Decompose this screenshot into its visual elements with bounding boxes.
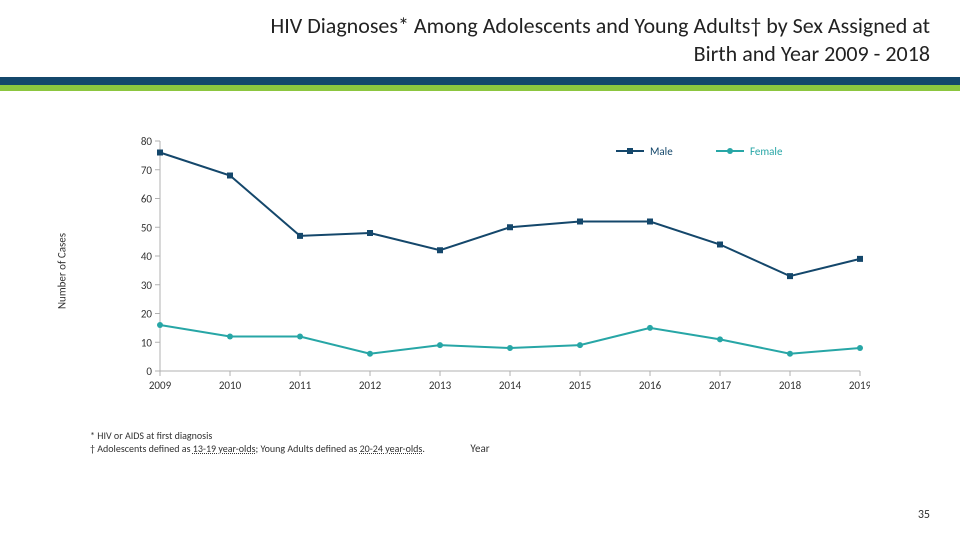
footnote-2e: . <box>422 442 425 455</box>
page-title: HIV Diagnoses* Among Adolescents and You… <box>80 12 930 67</box>
svg-text:2013: 2013 <box>429 379 452 392</box>
svg-text:40: 40 <box>141 250 153 263</box>
footnote-2c: ; Young Adults defined as <box>256 442 360 455</box>
svg-text:2009: 2009 <box>149 379 172 392</box>
svg-text:Female: Female <box>750 145 783 158</box>
svg-text:2011: 2011 <box>289 379 312 392</box>
svg-text:70: 70 <box>141 164 153 177</box>
svg-text:Male: Male <box>650 145 673 158</box>
x-axis-label: Year <box>470 442 489 455</box>
title-line-1: HIV Diagnoses* Among Adolescents and You… <box>270 12 930 39</box>
svg-text:50: 50 <box>141 221 153 234</box>
svg-text:0: 0 <box>146 365 152 378</box>
svg-text:60: 60 <box>141 193 153 206</box>
svg-text:2010: 2010 <box>219 379 242 392</box>
line-chart: 0 10 20 30 40 50 60 70 80 2009 2010 2011 2012 2013 201… <box>90 131 870 411</box>
svg-text:2012: 2012 <box>359 379 382 392</box>
svg-text:2016: 2016 <box>639 379 662 392</box>
green-accent-bar <box>0 85 960 91</box>
footnote-2d: 20-24 year-olds <box>360 442 423 455</box>
y-axis-label: Number of Cases <box>56 233 69 309</box>
footnote-1: * HIV or AIDS at first diagnosis <box>90 429 870 442</box>
title-area: HIV Diagnoses* Among Adolescents and You… <box>0 0 960 77</box>
title-line-2: Birth and Year 2009 - 2018 <box>694 40 930 67</box>
svg-text:20: 20 <box>141 308 153 321</box>
header-band: HIV Diagnoses* Among Adolescents and You… <box>0 0 960 91</box>
svg-text:2014: 2014 <box>499 379 522 392</box>
footnote-2b: 13-19 year-olds <box>193 442 256 455</box>
chart-container: Number of Cases 010203040506070802009201… <box>90 131 870 411</box>
page-number: 35 <box>918 508 930 522</box>
svg-text:2018: 2018 <box>779 379 802 392</box>
footnote-2a: † Adolescents defined as <box>90 442 193 455</box>
svg-text:2017: 2017 <box>709 379 732 392</box>
svg-text:10: 10 <box>141 336 153 349</box>
svg-text:2019: 2019 <box>849 379 870 392</box>
blue-accent-bar <box>0 77 960 85</box>
svg-text:30: 30 <box>141 279 153 292</box>
svg-text:80: 80 <box>141 135 153 148</box>
svg-text:2015: 2015 <box>569 379 591 392</box>
